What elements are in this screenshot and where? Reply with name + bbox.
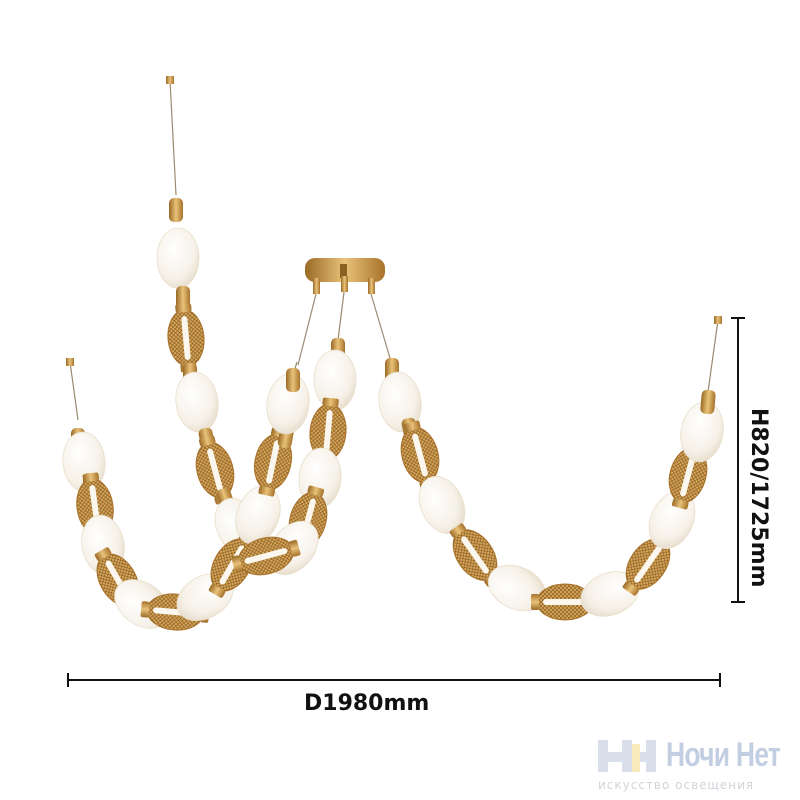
suspension-wires <box>66 76 722 421</box>
mesh-bead <box>167 303 205 373</box>
suspension-wire <box>169 79 177 196</box>
logo-mark <box>598 740 656 772</box>
mesh-bead <box>195 435 235 505</box>
gold-connector <box>700 389 716 415</box>
diameter-dimension: D1980mm <box>67 673 721 716</box>
frosted-bead <box>156 227 200 289</box>
gold-connector <box>286 368 300 392</box>
suspension-wire <box>337 291 345 341</box>
mesh-bead <box>531 583 599 621</box>
logo-brand: Ночи Нет <box>666 736 781 774</box>
gold-connector <box>169 198 183 222</box>
height-dimension: H820/1725mm <box>731 317 771 603</box>
watermark-logo: Ночи Нет искусство освещения <box>596 738 796 796</box>
suspension-wire <box>707 319 719 393</box>
bead-strands <box>62 198 724 631</box>
suspension-wire <box>370 293 391 359</box>
height-label: H820/1725mm <box>746 408 771 587</box>
ceiling-hook <box>66 358 74 366</box>
frosted-bead <box>175 371 219 433</box>
mesh-bead <box>400 420 440 490</box>
diameter-label: D1980mm <box>304 691 429 716</box>
logo-tagline: искусство освещения <box>598 778 755 792</box>
suspension-wire <box>69 361 79 421</box>
ceiling-hook <box>166 76 174 84</box>
mesh-bead <box>231 536 301 576</box>
mesh-bead <box>253 427 293 497</box>
ceiling-hook <box>714 316 722 324</box>
suspension-wire <box>297 293 317 366</box>
ceiling-canopy <box>305 258 385 294</box>
